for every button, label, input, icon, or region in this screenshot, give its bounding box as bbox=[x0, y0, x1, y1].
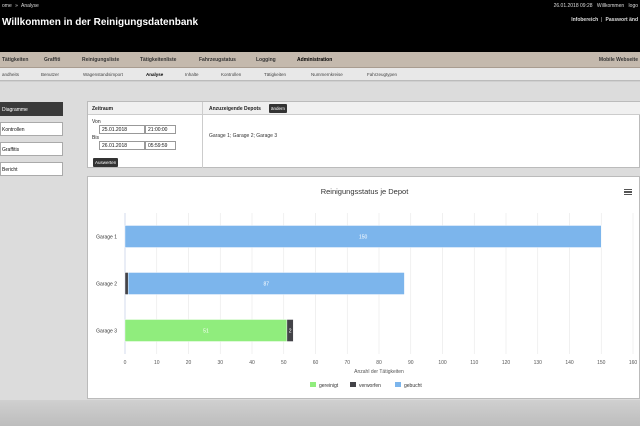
main-nav: Tätigkeiten Graffiti Reinigungsliste Tät… bbox=[0, 52, 640, 68]
logout-link[interactable]: logo bbox=[628, 3, 638, 9]
link-separator: | bbox=[601, 17, 603, 23]
x-tick-label: 70 bbox=[344, 360, 350, 366]
header-links: Infobereich | Passwort änd bbox=[571, 17, 638, 23]
y-category-label: Garage 1 bbox=[96, 235, 117, 241]
filter-panel-header: Zeitraum Anzuzeigende Depots ändern bbox=[88, 102, 640, 115]
bar-gebucht bbox=[124, 225, 602, 248]
x-tick-label: 0 bbox=[124, 360, 127, 366]
x-tick-label: 130 bbox=[534, 360, 543, 366]
subnav-wagenstandsimport[interactable]: Wagenstandsimport bbox=[83, 72, 123, 77]
legend-swatch-gereinigt bbox=[310, 382, 316, 387]
x-tick-label: 160 bbox=[629, 360, 638, 366]
chart-menu-icon[interactable] bbox=[624, 189, 632, 195]
subnav-inhalte[interactable]: Inhalte bbox=[185, 72, 199, 77]
x-tick-label: 110 bbox=[470, 360, 478, 366]
bis-date-input[interactable]: 26.01.2018 bbox=[99, 141, 145, 150]
breadcrumb-separator: » bbox=[15, 3, 18, 9]
breadcrumb-home-link[interactable]: ome bbox=[2, 3, 12, 9]
bar-verworfen bbox=[124, 272, 129, 295]
x-tick-label: 40 bbox=[249, 360, 255, 366]
auswerten-button[interactable]: Auswerten bbox=[93, 158, 119, 167]
nav-taetigkeiten[interactable]: Tätigkeiten bbox=[2, 57, 29, 63]
von-label: Von bbox=[92, 119, 101, 125]
x-tick-label: 20 bbox=[186, 360, 192, 366]
header-bar: ome » Analyse Willkommen in der Reinigun… bbox=[0, 0, 640, 52]
subnav-analyse[interactable]: Analyse bbox=[146, 72, 164, 77]
info-link[interactable]: Infobereich bbox=[571, 17, 599, 23]
legend-swatch-gebucht bbox=[395, 382, 401, 387]
nav-reinigungsliste[interactable]: Reinigungsliste bbox=[82, 57, 120, 63]
x-tick-label: 120 bbox=[502, 360, 511, 366]
x-tick-label: 150 bbox=[597, 360, 606, 366]
nav-administration[interactable]: Administration bbox=[297, 57, 333, 63]
breadcrumb-current: Analyse bbox=[21, 3, 39, 9]
bar-gebucht bbox=[127, 272, 405, 295]
sidebar-item-bericht[interactable]: Bericht bbox=[0, 162, 63, 176]
subnav-fahrzeugtypen[interactable]: Fahrzeugtypen bbox=[367, 72, 398, 77]
nav-mobile-webseite[interactable]: Mobile Webseite bbox=[598, 57, 638, 63]
greeting: Willkommen bbox=[596, 3, 625, 9]
von-date-input[interactable]: 25.01.2018 bbox=[99, 125, 145, 134]
x-tick-label: 100 bbox=[438, 360, 447, 366]
depots-value: Garage 1; Garage 2; Garage 3 bbox=[209, 133, 278, 139]
page-title: Willkommen in der Reinigungsdatenbank bbox=[2, 17, 199, 28]
chart-title: Reinigungsstatus je Depot bbox=[320, 187, 409, 196]
bis-time-input[interactable]: 05:59:59 bbox=[145, 141, 176, 150]
legend-label-verworfen[interactable]: verworfen bbox=[359, 383, 381, 389]
data-label: 87 bbox=[264, 282, 270, 288]
depots-change-button[interactable]: ändern bbox=[269, 104, 288, 113]
nav-logging[interactable]: Logging bbox=[256, 57, 276, 63]
data-label: 51 bbox=[203, 329, 209, 335]
subnav-nummernkreise[interactable]: Nummernkreise bbox=[311, 72, 343, 77]
x-tick-label: 50 bbox=[281, 360, 287, 366]
chart-panel: Reinigungsstatus je Depot 0 10 20 30 40 50 60 7… bbox=[87, 176, 640, 399]
bis-label: Bis bbox=[92, 135, 99, 141]
subnav-andheits[interactable]: andheits bbox=[2, 72, 20, 77]
legend-label-gereinigt[interactable]: gereinigt bbox=[319, 383, 339, 389]
legend-swatch-verworfen bbox=[350, 382, 356, 387]
nav-taetigkeitenliste[interactable]: Tätigkeitenliste bbox=[140, 57, 177, 63]
y-category-label: Garage 2 bbox=[96, 282, 117, 288]
x-tick-label: 30 bbox=[217, 360, 223, 366]
user-info: 26.01.2018 09:28 Willkommen logo bbox=[551, 3, 638, 9]
x-axis-title: Anzahl der Tätigkeiten bbox=[354, 369, 404, 375]
data-label: 2 bbox=[289, 329, 292, 335]
sub-nav: andheits Benutzer Wagenstandsimport Anal… bbox=[0, 68, 640, 81]
depots-heading: Anzuzeigende Depots bbox=[209, 106, 261, 112]
legend-label-gebucht[interactable]: gebucht bbox=[404, 383, 422, 389]
bar-chart: 0 10 20 30 40 50 60 70 80 90 100 110 120 130 140 150 160… bbox=[96, 213, 638, 389]
password-link[interactable]: Passwort änd bbox=[605, 17, 638, 23]
zeitraum-heading: Zeitraum bbox=[92, 106, 114, 112]
subnav-taetigkeiten[interactable]: Tätigkeiten bbox=[264, 72, 287, 77]
nav-fahrzeugstatus[interactable]: Fahrzeugstatus bbox=[199, 57, 236, 63]
sidebar-item-graffitis[interactable]: Graffitis bbox=[0, 142, 63, 156]
datetime: 26.01.2018 09:28 bbox=[553, 3, 593, 9]
sidebar-item-diagramme[interactable]: Diagramme bbox=[0, 102, 63, 116]
breadcrumb: ome » Analyse bbox=[2, 3, 41, 9]
sidebar-item-kontrollen[interactable]: Kontrollen bbox=[0, 122, 63, 136]
y-category-label: Garage 3 bbox=[96, 329, 117, 335]
footer-band bbox=[0, 400, 640, 426]
von-time-input[interactable]: 21:00:00 bbox=[145, 125, 176, 134]
x-tick-label: 80 bbox=[376, 360, 382, 366]
x-tick-label: 90 bbox=[408, 360, 414, 366]
bar-verworfen bbox=[286, 319, 294, 342]
subnav-benutzer[interactable]: Benutzer bbox=[41, 72, 60, 77]
data-label: 150 bbox=[359, 235, 368, 241]
panel-divider bbox=[202, 102, 203, 168]
x-tick-label: 10 bbox=[154, 360, 160, 366]
nav-graffiti[interactable]: Graffiti bbox=[44, 57, 61, 63]
x-tick-label: 60 bbox=[313, 360, 319, 366]
filter-panel: Zeitraum Anzuzeigende Depots ändern Von … bbox=[87, 101, 640, 168]
subnav-kontrollen[interactable]: Kontrollen bbox=[221, 72, 242, 77]
x-tick-label: 140 bbox=[565, 360, 574, 366]
